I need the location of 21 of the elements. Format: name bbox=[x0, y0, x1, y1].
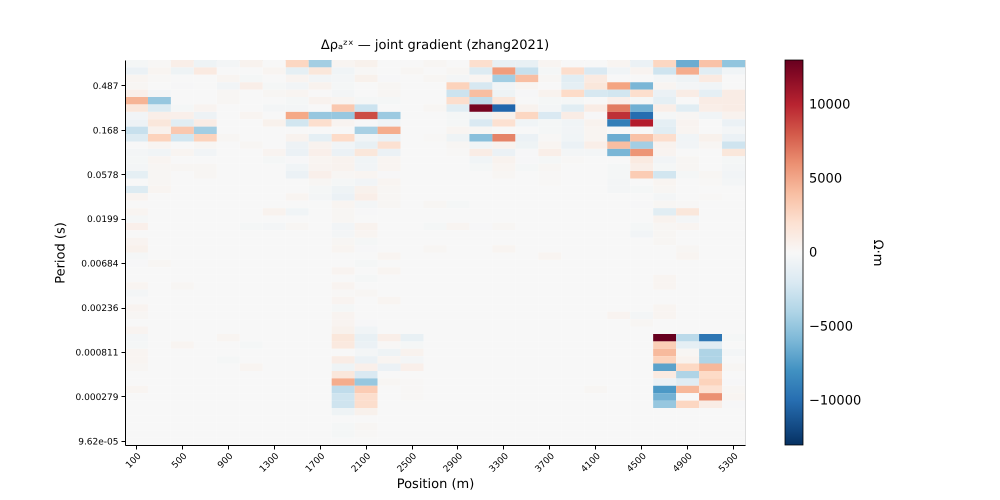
x-tick-label: 100 bbox=[124, 451, 144, 471]
y-tick-label: 0.0578 bbox=[87, 170, 119, 181]
y-axis-title: Period (s) bbox=[54, 222, 69, 284]
y-tick-label: 0.000279 bbox=[76, 392, 119, 403]
y-tick-label: 0.000811 bbox=[76, 348, 118, 358]
color-bar-label: 5000 bbox=[809, 171, 842, 186]
y-tick-label: 0.487 bbox=[92, 82, 118, 92]
x-tick-label: 900 bbox=[216, 451, 236, 471]
y-tick-label: 0.00236 bbox=[81, 304, 119, 314]
y-tick-label: 0.0199 bbox=[87, 215, 119, 226]
x-axis-title: Position (m) bbox=[396, 477, 474, 492]
color-bar-label: −5000 bbox=[809, 320, 853, 335]
color-bar-label: −10000 bbox=[809, 394, 862, 409]
y-tick-label: 9.62e-05 bbox=[78, 437, 118, 448]
color-bar-label: 0 bbox=[809, 246, 818, 260]
chart-title: Δρₐᶻˣ — joint gradient (zhang2021) bbox=[320, 38, 550, 53]
color-bar-label: 10000 bbox=[809, 97, 850, 112]
y-tick-label: 0.168 bbox=[92, 126, 119, 136]
x-tick-label: 500 bbox=[170, 451, 190, 471]
y-tick-label: 0.00684 bbox=[81, 260, 119, 270]
color-bar-title: Ω·m bbox=[870, 240, 885, 266]
